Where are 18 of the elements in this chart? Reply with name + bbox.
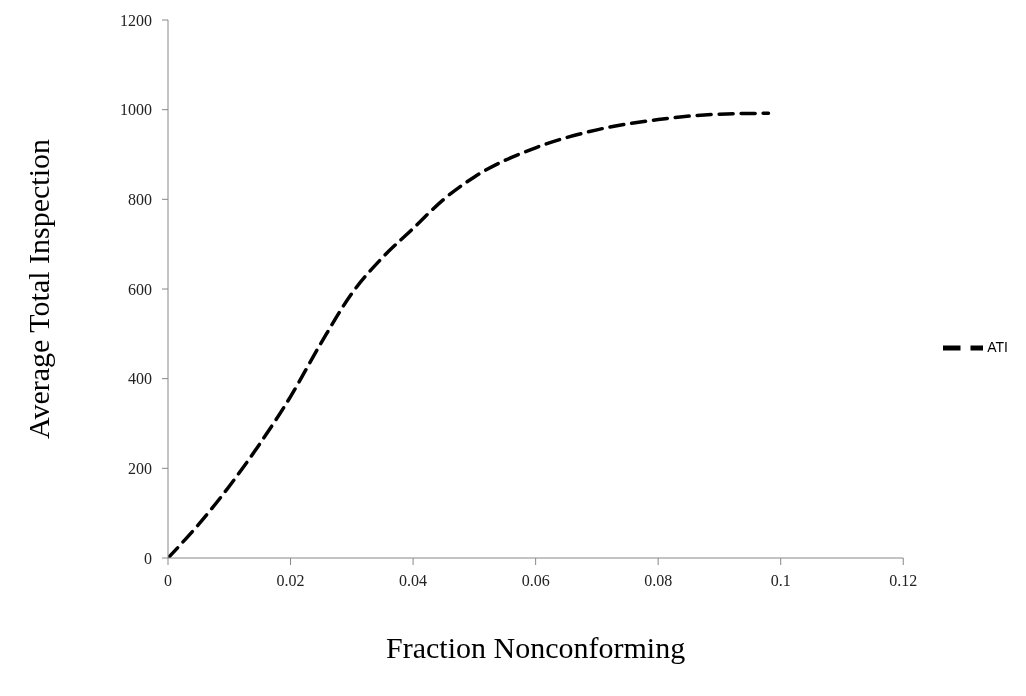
x-tick-label: 0.12 [889,572,918,590]
x-tick-label: 0.02 [276,572,305,590]
x-axis-title: Fraction Nonconforming [386,631,686,664]
line-series [168,111,771,558]
y-tick-label: 1000 [120,101,152,119]
y-tick-label: 1200 [120,11,152,29]
y-tick-label: 800 [128,191,152,209]
y-axis-title: Average Total Inspection [21,138,55,440]
y-tick-label: 400 [128,370,152,388]
legend-label: ATI [987,338,1008,355]
x-tick-label: 0 [164,572,172,590]
y-tick-label: 600 [128,280,152,298]
y-tick-label: 0 [144,549,152,567]
x-tick-label: 0.06 [521,572,550,590]
x-tick-label: 0.04 [399,572,428,590]
y-tick-label: 200 [128,460,152,478]
x-tick-label: 0.08 [644,572,673,590]
x-tick-label: 0.1 [770,572,791,590]
